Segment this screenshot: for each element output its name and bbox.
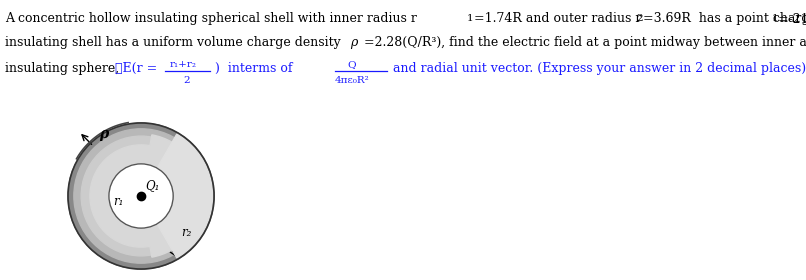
Text: =2.28(Q/R³), find the electric field at a point midway between inner and outer s: =2.28(Q/R³), find the electric field at … bbox=[364, 36, 806, 49]
Text: =3.69R  has a point charge Q: =3.69R has a point charge Q bbox=[643, 12, 806, 25]
Circle shape bbox=[81, 136, 201, 256]
Text: =1.74R and outer radius r: =1.74R and outer radius r bbox=[474, 12, 642, 25]
Wedge shape bbox=[141, 135, 203, 257]
Text: Q₁: Q₁ bbox=[145, 179, 160, 192]
Text: ρ: ρ bbox=[347, 36, 363, 49]
Text: =-21.48Q  at the center. If the: =-21.48Q at the center. If the bbox=[778, 12, 806, 25]
Circle shape bbox=[68, 123, 214, 269]
Text: A concentric hollow insulating spherical shell with inner radius r: A concentric hollow insulating spherical… bbox=[5, 12, 417, 25]
Text: 2: 2 bbox=[636, 14, 642, 23]
Text: 2: 2 bbox=[183, 76, 189, 85]
Text: Q: Q bbox=[347, 60, 355, 69]
Text: r₂: r₂ bbox=[181, 226, 192, 239]
Text: ρ: ρ bbox=[98, 127, 108, 141]
Text: insulating sphere,: insulating sphere, bbox=[5, 62, 127, 75]
Text: 1: 1 bbox=[772, 14, 779, 23]
Text: ⃗E(r =: ⃗E(r = bbox=[115, 62, 157, 75]
Text: )  interms of: ) interms of bbox=[215, 62, 293, 75]
Text: 4πε₀R²: 4πε₀R² bbox=[335, 76, 370, 85]
Text: r₁+r₂: r₁+r₂ bbox=[170, 60, 197, 69]
Wedge shape bbox=[141, 134, 213, 258]
Circle shape bbox=[109, 164, 173, 228]
Text: and radial unit vector. (Express your answer in 2 decimal places).: and radial unit vector. (Express your an… bbox=[393, 62, 806, 75]
Text: 1: 1 bbox=[467, 14, 474, 23]
Text: insulating shell has a uniform volume charge density: insulating shell has a uniform volume ch… bbox=[5, 36, 341, 49]
Circle shape bbox=[74, 129, 208, 263]
Circle shape bbox=[90, 145, 192, 247]
Text: r₁: r₁ bbox=[114, 195, 123, 208]
